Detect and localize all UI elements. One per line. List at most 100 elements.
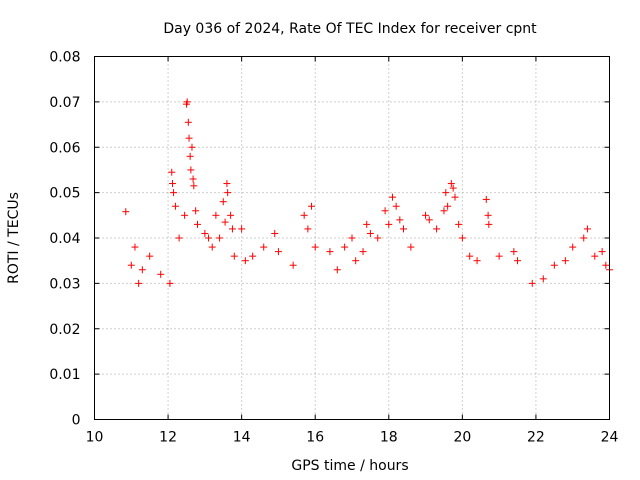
- data-point: [131, 243, 139, 251]
- data-point: [170, 189, 178, 197]
- data-point: [175, 234, 183, 242]
- data-point: [308, 202, 316, 210]
- data-point: [388, 193, 396, 201]
- y-tick-label: 0.08: [49, 50, 80, 66]
- data-point: [183, 98, 191, 106]
- data-point: [374, 234, 382, 242]
- data-point: [300, 211, 308, 219]
- data-point: [238, 225, 246, 233]
- data-point: [598, 248, 606, 256]
- x-tick-label: 14: [233, 430, 251, 446]
- data-point: [304, 225, 312, 233]
- data-point: [189, 175, 197, 183]
- data-point: [168, 180, 176, 188]
- data-point: [223, 180, 231, 188]
- data-point: [228, 225, 236, 233]
- data-point: [392, 202, 400, 210]
- data-point: [485, 220, 493, 228]
- data-point: [190, 182, 198, 190]
- y-tick-label: 0.04: [49, 231, 80, 247]
- data-point: [168, 168, 176, 176]
- data-point: [260, 243, 268, 251]
- data-point: [366, 229, 374, 237]
- data-point: [311, 243, 319, 251]
- data-point: [539, 275, 547, 283]
- y-tick-label: 0.05: [49, 186, 80, 202]
- data-point: [433, 225, 441, 233]
- data-point: [274, 248, 282, 256]
- data-point: [442, 189, 450, 197]
- x-tick-labels: 10 12 14 16 18 20 22 24: [86, 430, 619, 446]
- axis-ticks: [94, 56, 610, 420]
- data-point: [583, 225, 591, 233]
- data-point: [528, 279, 536, 287]
- x-tick-label: 24: [601, 430, 619, 446]
- data-point: [224, 189, 232, 197]
- data-point: [181, 211, 189, 219]
- data-point: [482, 195, 490, 203]
- x-tick-label: 16: [306, 430, 324, 446]
- data-point: [333, 266, 341, 274]
- data-point: [289, 261, 297, 269]
- data-point: [219, 198, 227, 206]
- data-point: [227, 211, 235, 219]
- data-point: [381, 207, 389, 215]
- data-points: [122, 98, 613, 287]
- data-point: [580, 234, 588, 242]
- x-tick-label: 10: [86, 430, 104, 446]
- data-point: [157, 270, 165, 278]
- data-point: [425, 216, 433, 224]
- data-point: [444, 202, 452, 210]
- data-point: [449, 184, 457, 192]
- data-point: [440, 207, 448, 215]
- data-point: [201, 229, 209, 237]
- y-tick-labels: 0 0.01 0.02 0.03 0.04 0.05 0.06 0.07 0.08: [49, 50, 80, 429]
- data-point: [514, 257, 522, 265]
- data-point: [569, 243, 577, 251]
- y-tick-label: 0.07: [49, 95, 80, 111]
- data-point: [484, 211, 492, 219]
- data-point: [194, 220, 201, 228]
- data-point: [221, 218, 229, 226]
- data-point: [241, 257, 249, 265]
- data-point: [187, 166, 195, 174]
- data-point: [230, 252, 238, 260]
- y-axis-label: ROTI / TECUs: [6, 192, 22, 284]
- data-point: [184, 118, 192, 126]
- data-point: [146, 252, 154, 260]
- chart-title: Day 036 of 2024, Rate Of TEC Index for r…: [163, 21, 537, 37]
- data-point: [451, 193, 459, 201]
- data-point: [249, 252, 257, 260]
- data-point: [212, 211, 220, 219]
- data-point: [396, 216, 404, 224]
- data-point: [166, 279, 174, 287]
- data-point: [138, 266, 146, 274]
- data-point: [400, 225, 407, 233]
- data-point: [561, 257, 569, 265]
- data-point: [208, 243, 216, 251]
- y-tick-label: 0.03: [49, 276, 80, 292]
- data-point: [122, 208, 130, 216]
- data-point: [550, 261, 558, 269]
- x-tick-label: 22: [527, 430, 545, 446]
- data-point: [466, 252, 474, 260]
- data-point: [495, 252, 503, 260]
- x-axis-label: GPS time / hours: [291, 458, 408, 474]
- data-point: [188, 143, 196, 151]
- data-point: [591, 252, 599, 260]
- y-tick-label: 0: [72, 413, 81, 429]
- data-point: [135, 279, 143, 287]
- data-point: [447, 180, 455, 188]
- y-tick-label: 0.06: [49, 140, 80, 156]
- y-tick-label: 0.01: [49, 367, 80, 383]
- data-point: [385, 220, 393, 228]
- x-tick-label: 18: [380, 430, 398, 446]
- data-point: [602, 261, 610, 269]
- data-point: [216, 234, 224, 242]
- data-point: [186, 152, 194, 160]
- y-tick-label: 0.02: [49, 322, 80, 338]
- data-point: [185, 134, 193, 142]
- data-point: [192, 207, 200, 215]
- data-point: [341, 243, 349, 251]
- data-point: [407, 243, 415, 251]
